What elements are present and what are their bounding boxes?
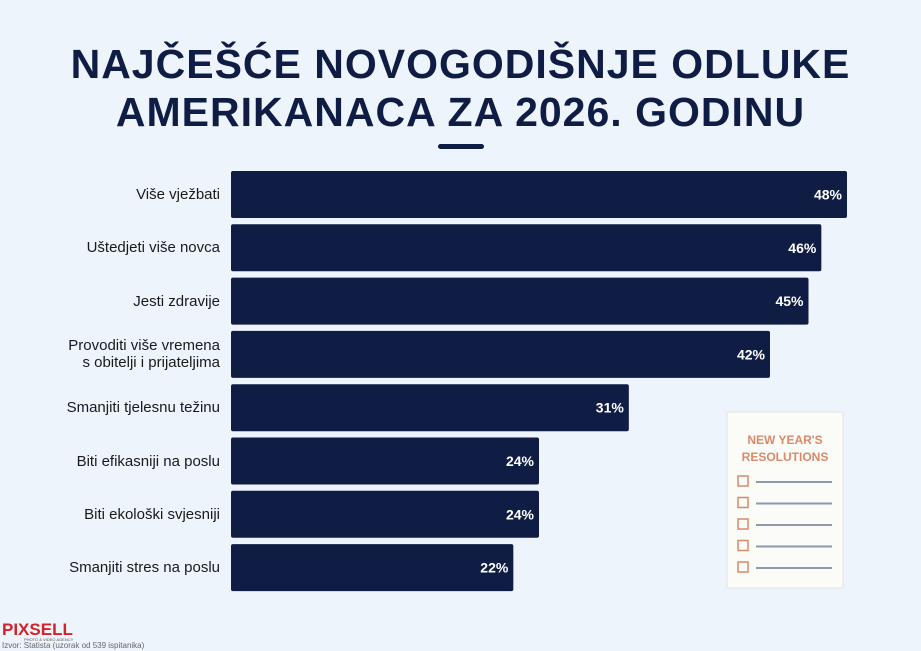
notepad: NEW YEAR'S RESOLUTIONS	[726, 411, 844, 589]
category-label: Jesti zdravije	[133, 292, 220, 310]
bar	[231, 544, 514, 592]
category-label: Smanjiti stres na poslu	[69, 559, 220, 577]
value-label: 42%	[737, 346, 766, 362]
bar	[231, 384, 629, 432]
source: Izvor: Statista (uzorak od 539 ispitanik…	[2, 641, 145, 650]
bar	[231, 490, 539, 538]
value-label: 24%	[506, 453, 535, 469]
checklist	[737, 475, 832, 573]
bar	[231, 437, 539, 485]
bar	[231, 277, 809, 325]
checkbox	[737, 496, 749, 509]
value-label: 22%	[480, 560, 509, 576]
category-label: Biti efikasniji na poslu	[76, 452, 220, 470]
category-label: Biti ekološki svjesniji	[84, 505, 220, 523]
value-label: 48%	[814, 187, 843, 203]
notepad-text: NEW YEAR'S	[747, 433, 822, 447]
notepad-text: RESOLUTIONS	[742, 450, 829, 464]
category-label: Smanjiti tjelesnu težinu	[66, 399, 220, 417]
checkbox	[737, 475, 749, 487]
chart-title: NAJČEŠĆE NOVOGODIŠNJE ODLUKE AMERIKANACA…	[70, 41, 851, 135]
notepad-paper	[726, 411, 844, 589]
category-label: Uštedjeti više novca	[86, 239, 220, 257]
checkbox	[737, 539, 749, 552]
checkbox	[737, 561, 749, 573]
value-label: 46%	[788, 240, 817, 256]
logo-tagline: PHOTO & VIDEO AGENCY	[24, 637, 74, 642]
bar	[231, 171, 847, 218]
category-label: Više vježbati	[136, 186, 220, 203]
bar	[231, 330, 770, 378]
value-label: 45%	[775, 293, 804, 309]
value-label: 31%	[596, 400, 625, 416]
checkbox	[737, 518, 749, 530]
bar	[231, 224, 822, 272]
category-label: Provoditi više vremena s obitelji i prij…	[68, 337, 220, 372]
title-rule	[438, 144, 484, 149]
value-label: 24%	[506, 506, 535, 522]
logo: PIXSELL	[2, 620, 73, 639]
